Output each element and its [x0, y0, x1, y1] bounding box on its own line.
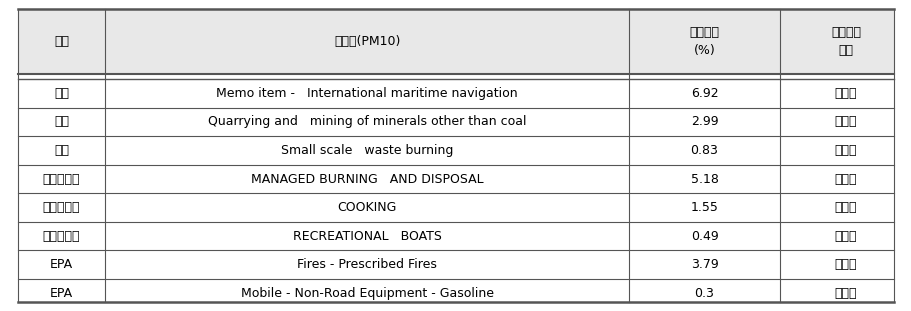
- Text: MANAGED BURNING   AND DISPOSAL: MANAGED BURNING AND DISPOSAL: [251, 173, 483, 185]
- Text: 캘리포니아: 캘리포니아: [43, 201, 80, 214]
- Text: 미산정: 미산정: [834, 258, 856, 271]
- Text: 유럽: 유럽: [54, 144, 69, 157]
- Text: Quarrying and   mining of minerals other than coal: Quarrying and mining of minerals other t…: [208, 115, 526, 128]
- Text: 배출원(PM10): 배출원(PM10): [333, 35, 400, 48]
- Text: Fires - Prescribed Fires: Fires - Prescribed Fires: [297, 258, 436, 271]
- Text: 6.92: 6.92: [690, 87, 718, 100]
- Text: 유럽: 유럽: [54, 115, 69, 128]
- Text: 미산정: 미산정: [834, 173, 856, 185]
- Text: 3.79: 3.79: [690, 258, 718, 271]
- Text: 미산정: 미산정: [834, 286, 856, 299]
- Text: 미산정: 미산정: [834, 201, 856, 214]
- Text: 캘리포니아: 캘리포니아: [43, 173, 80, 185]
- Text: Memo item -   International maritime navigation: Memo item - International maritime navig…: [216, 87, 517, 100]
- Text: Mobile - Non-Road Equipment - Gasoline: Mobile - Non-Road Equipment - Gasoline: [241, 286, 493, 299]
- Text: 미산정: 미산정: [834, 115, 856, 128]
- Text: 미산정: 미산정: [834, 230, 856, 243]
- Text: 국내산정
여부: 국내산정 여부: [830, 26, 860, 57]
- Text: 구분: 구분: [54, 35, 69, 48]
- Text: COOKING: COOKING: [337, 201, 396, 214]
- Text: EPA: EPA: [50, 286, 73, 299]
- Bar: [18, 9, 893, 74]
- Text: 0.3: 0.3: [694, 286, 713, 299]
- Text: 1.55: 1.55: [690, 201, 718, 214]
- Text: 유럽: 유럽: [54, 87, 69, 100]
- Text: Small scale   waste burning: Small scale waste burning: [281, 144, 453, 157]
- Text: 5.18: 5.18: [690, 173, 718, 185]
- Text: 캘리포니아: 캘리포니아: [43, 230, 80, 243]
- Text: EPA: EPA: [50, 258, 73, 271]
- Text: 미산정: 미산정: [834, 87, 856, 100]
- Text: 0.49: 0.49: [690, 230, 718, 243]
- Text: 배출비율
(%): 배출비율 (%): [689, 26, 719, 57]
- Text: 0.83: 0.83: [690, 144, 718, 157]
- Text: RECREATIONAL   BOATS: RECREATIONAL BOATS: [292, 230, 441, 243]
- Text: 미산정: 미산정: [834, 144, 856, 157]
- Text: 2.99: 2.99: [690, 115, 718, 128]
